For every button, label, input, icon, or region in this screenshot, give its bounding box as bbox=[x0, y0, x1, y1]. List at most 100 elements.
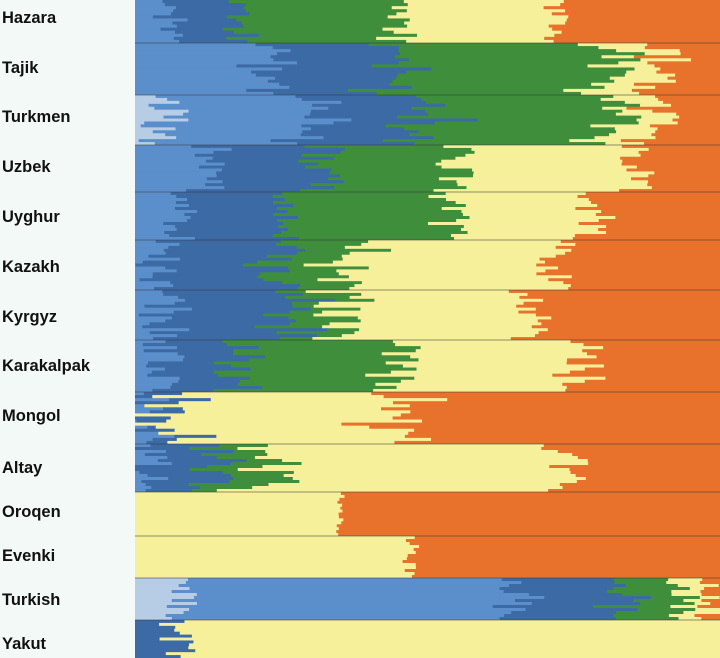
individual-segment-darkblue bbox=[255, 43, 370, 47]
individual-segment-orange bbox=[409, 404, 720, 408]
individual-segment-orange bbox=[340, 506, 720, 510]
individual-segment-orange bbox=[654, 171, 720, 175]
population-label-uzbek: Uzbek bbox=[2, 158, 51, 176]
individual-segment-yellow bbox=[590, 124, 651, 128]
individual-segment-blue bbox=[135, 24, 178, 29]
individual-segment-yellow bbox=[614, 79, 677, 84]
individual-segment-orange bbox=[671, 103, 720, 108]
individual-segment-green bbox=[299, 189, 435, 193]
individual-row bbox=[135, 655, 720, 658]
individual-segment-orange bbox=[405, 539, 720, 543]
individual-segment-orange bbox=[568, 287, 720, 291]
individual-segment-blue bbox=[165, 133, 302, 137]
individual-segment-green bbox=[392, 79, 615, 84]
individual-row bbox=[135, 284, 720, 288]
individual-segment-darkblue bbox=[139, 471, 225, 475]
individual-segment-blue bbox=[194, 596, 545, 600]
individual-segment-darkblue bbox=[154, 287, 299, 291]
individual-segment-orange bbox=[536, 263, 720, 267]
individual-segment-yellow bbox=[407, 3, 561, 7]
individual-segment-blue bbox=[163, 115, 306, 119]
individual-segment-darkblue bbox=[139, 278, 265, 282]
individual-segment-yellow bbox=[357, 316, 552, 320]
individual-row bbox=[135, 61, 720, 65]
individual-segment-orange bbox=[572, 453, 720, 457]
population-band-altay bbox=[135, 444, 720, 493]
individual-segment-orange bbox=[415, 566, 720, 570]
individual-row bbox=[135, 313, 720, 317]
individual-segment-darkblue bbox=[182, 33, 260, 38]
individual-segment-darkblue bbox=[174, 207, 278, 211]
individual-segment-green bbox=[301, 153, 466, 158]
individual-segment-green bbox=[293, 204, 467, 208]
individual-segment-blue bbox=[135, 459, 159, 463]
individual-row bbox=[135, 593, 720, 597]
individual-segment-orange bbox=[572, 237, 720, 241]
individual-segment-blue bbox=[135, 192, 172, 196]
individual-segment-yellow bbox=[415, 349, 583, 353]
individual-segment-yellow bbox=[376, 36, 545, 41]
individual-segment-yellow bbox=[694, 602, 711, 606]
individual-segment-blue bbox=[135, 248, 165, 253]
individual-segment-blue bbox=[135, 474, 149, 478]
individual-segment-darkblue bbox=[165, 340, 223, 344]
individual-row bbox=[135, 115, 720, 119]
individual-segment-yellow bbox=[616, 130, 656, 134]
individual-segment-green bbox=[477, 118, 638, 122]
individual-segment-orange bbox=[516, 304, 720, 309]
individual-segment-yellow bbox=[602, 106, 628, 111]
individual-segment-yellow bbox=[580, 91, 640, 96]
individual-segment-yellow bbox=[435, 162, 623, 166]
individual-row bbox=[135, 33, 720, 38]
individual-segment-blue bbox=[135, 195, 177, 199]
population-label-hazara: Hazara bbox=[2, 9, 57, 27]
individual-row bbox=[135, 130, 720, 134]
individual-segment-blue bbox=[135, 153, 196, 158]
individual-segment-orange bbox=[654, 64, 720, 68]
individual-segment-orange bbox=[675, 73, 720, 78]
individual-segment-yellow bbox=[189, 643, 720, 647]
individual-row bbox=[135, 219, 720, 223]
individual-segment-orange bbox=[571, 248, 720, 253]
individual-segment-yellow bbox=[313, 304, 517, 309]
individual-row bbox=[135, 590, 720, 594]
individual-segment-yellow bbox=[577, 43, 648, 47]
individual-segment-darkblue bbox=[149, 410, 186, 414]
individual-segment-orange bbox=[523, 301, 720, 306]
individual-segment-darkblue bbox=[173, 9, 247, 13]
individual-segment-yellow bbox=[299, 480, 578, 484]
individual-row bbox=[135, 539, 720, 543]
individual-row bbox=[135, 64, 720, 68]
individual-segment-yellow bbox=[135, 506, 342, 510]
individual-segment-orange bbox=[414, 536, 720, 540]
individual-segment-yellow bbox=[268, 483, 561, 487]
individual-segment-blue bbox=[135, 331, 151, 335]
individual-segment-blue bbox=[135, 434, 175, 439]
individual-segment-yellow bbox=[417, 33, 555, 38]
individual-row bbox=[135, 440, 720, 445]
individual-row bbox=[135, 228, 720, 232]
individual-segment-green bbox=[243, 6, 393, 10]
individual-segment-darkblue bbox=[147, 373, 219, 378]
individual-segment-darkblue bbox=[135, 643, 190, 647]
individual-segment-lightblue bbox=[135, 581, 187, 585]
individual-row bbox=[135, 30, 720, 35]
individual-segment-darkblue bbox=[323, 136, 435, 140]
individual-segment-orange bbox=[338, 533, 720, 537]
individual-segment-darkblue bbox=[182, 358, 250, 362]
individual-segment-orange bbox=[545, 269, 720, 273]
individual-segment-orange bbox=[336, 530, 720, 534]
individual-segment-green bbox=[621, 593, 673, 597]
individual-segment-darkblue bbox=[176, 201, 274, 205]
individual-row bbox=[135, 474, 720, 478]
individual-row bbox=[135, 112, 720, 116]
individual-segment-darkblue bbox=[184, 298, 337, 303]
individual-segment-orange bbox=[562, 486, 720, 490]
individual-segment-orange bbox=[710, 602, 720, 606]
individual-segment-green bbox=[637, 608, 696, 612]
individual-segment-orange bbox=[622, 159, 720, 164]
individual-segment-yellow bbox=[441, 165, 638, 169]
individual-segment-orange bbox=[527, 292, 720, 297]
individual-segment-green bbox=[592, 605, 672, 609]
individual-segment-yellow bbox=[668, 578, 703, 582]
